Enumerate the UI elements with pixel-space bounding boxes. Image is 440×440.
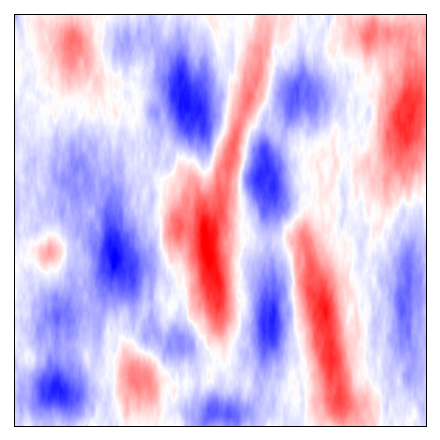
diverging-field-image bbox=[15, 15, 426, 426]
plot-frame bbox=[14, 14, 427, 427]
